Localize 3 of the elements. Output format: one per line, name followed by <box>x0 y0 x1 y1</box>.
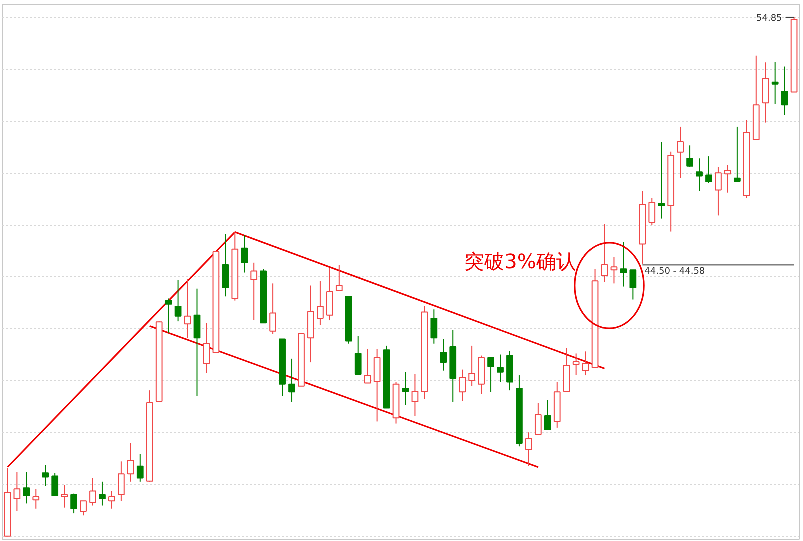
series-label: 44.50 - 44.58 <box>644 266 706 277</box>
annotation: 突破3%确认 <box>464 249 576 274</box>
annotation: 54.85 <box>756 14 782 24</box>
